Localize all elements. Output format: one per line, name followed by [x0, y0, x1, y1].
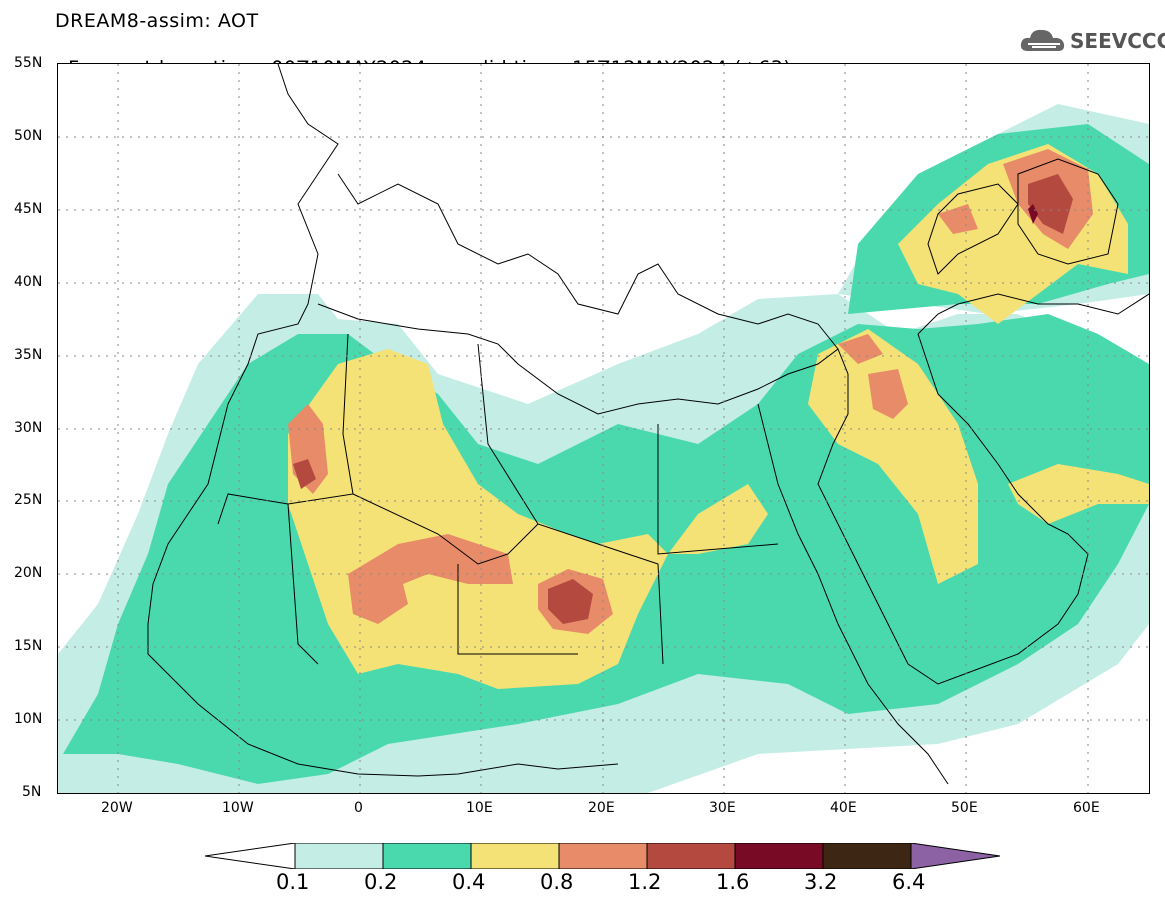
lat-label: 10N	[14, 711, 43, 727]
aot-forecast-map	[57, 63, 1150, 794]
lon-label: 0	[354, 800, 363, 816]
colorbar-swatch	[822, 843, 912, 869]
lon-label: 20W	[101, 800, 133, 816]
lat-label: 50N	[14, 128, 43, 144]
map-title: DREAM8-assim: AOT	[55, 10, 259, 32]
colorbar-over-arrow	[910, 843, 1000, 869]
colorbar-label: 6.4	[892, 870, 926, 894]
lat-label: 45N	[14, 201, 43, 217]
coastlines	[147, 63, 1150, 785]
colorbar-swatch	[294, 843, 384, 869]
colorbar-label: 0.8	[540, 870, 574, 894]
lat-label: 55N	[14, 55, 43, 71]
aot-band-1-6	[1028, 204, 1038, 224]
colorbar-label: 0.4	[452, 870, 486, 894]
lon-label: 40E	[830, 800, 857, 816]
aot-colorbar	[205, 843, 1000, 869]
lat-label: 25N	[14, 492, 43, 508]
colorbar-label: 1.2	[628, 870, 662, 894]
colorbar-swatch	[734, 843, 824, 869]
aot-band-1-2	[293, 174, 1073, 624]
lon-label: 30E	[709, 800, 736, 816]
lat-label: 30N	[14, 420, 43, 436]
colorbar-swatch	[382, 843, 472, 869]
graticule	[58, 64, 1149, 793]
lon-label: 20E	[588, 800, 615, 816]
colorbar-label: 1.6	[716, 870, 750, 894]
colorbar-swatch	[646, 843, 736, 869]
lon-label: 10W	[222, 800, 254, 816]
colorbar-label: 3.2	[804, 870, 838, 894]
map-canvas	[58, 63, 1150, 793]
colorbar-label: 0.2	[364, 870, 398, 894]
lat-label: 5N	[22, 784, 42, 800]
colorbar-swatch	[558, 843, 648, 869]
seevccc-logo: SEEVCCC	[1018, 24, 1165, 58]
colorbar-swatch	[470, 843, 560, 869]
colorbar-under-arrow	[205, 843, 296, 869]
lat-label: 15N	[14, 638, 43, 654]
lat-label: 20N	[14, 565, 43, 581]
logo-text: SEEVCCC	[1070, 29, 1165, 53]
lat-label: 35N	[14, 347, 43, 363]
cloud-icon	[1020, 29, 1065, 51]
lon-label: 60E	[1073, 800, 1100, 816]
lat-label: 40N	[14, 274, 43, 290]
lon-label: 10E	[466, 800, 493, 816]
colorbar-label: 0.1	[276, 870, 310, 894]
lon-label: 50E	[951, 800, 978, 816]
